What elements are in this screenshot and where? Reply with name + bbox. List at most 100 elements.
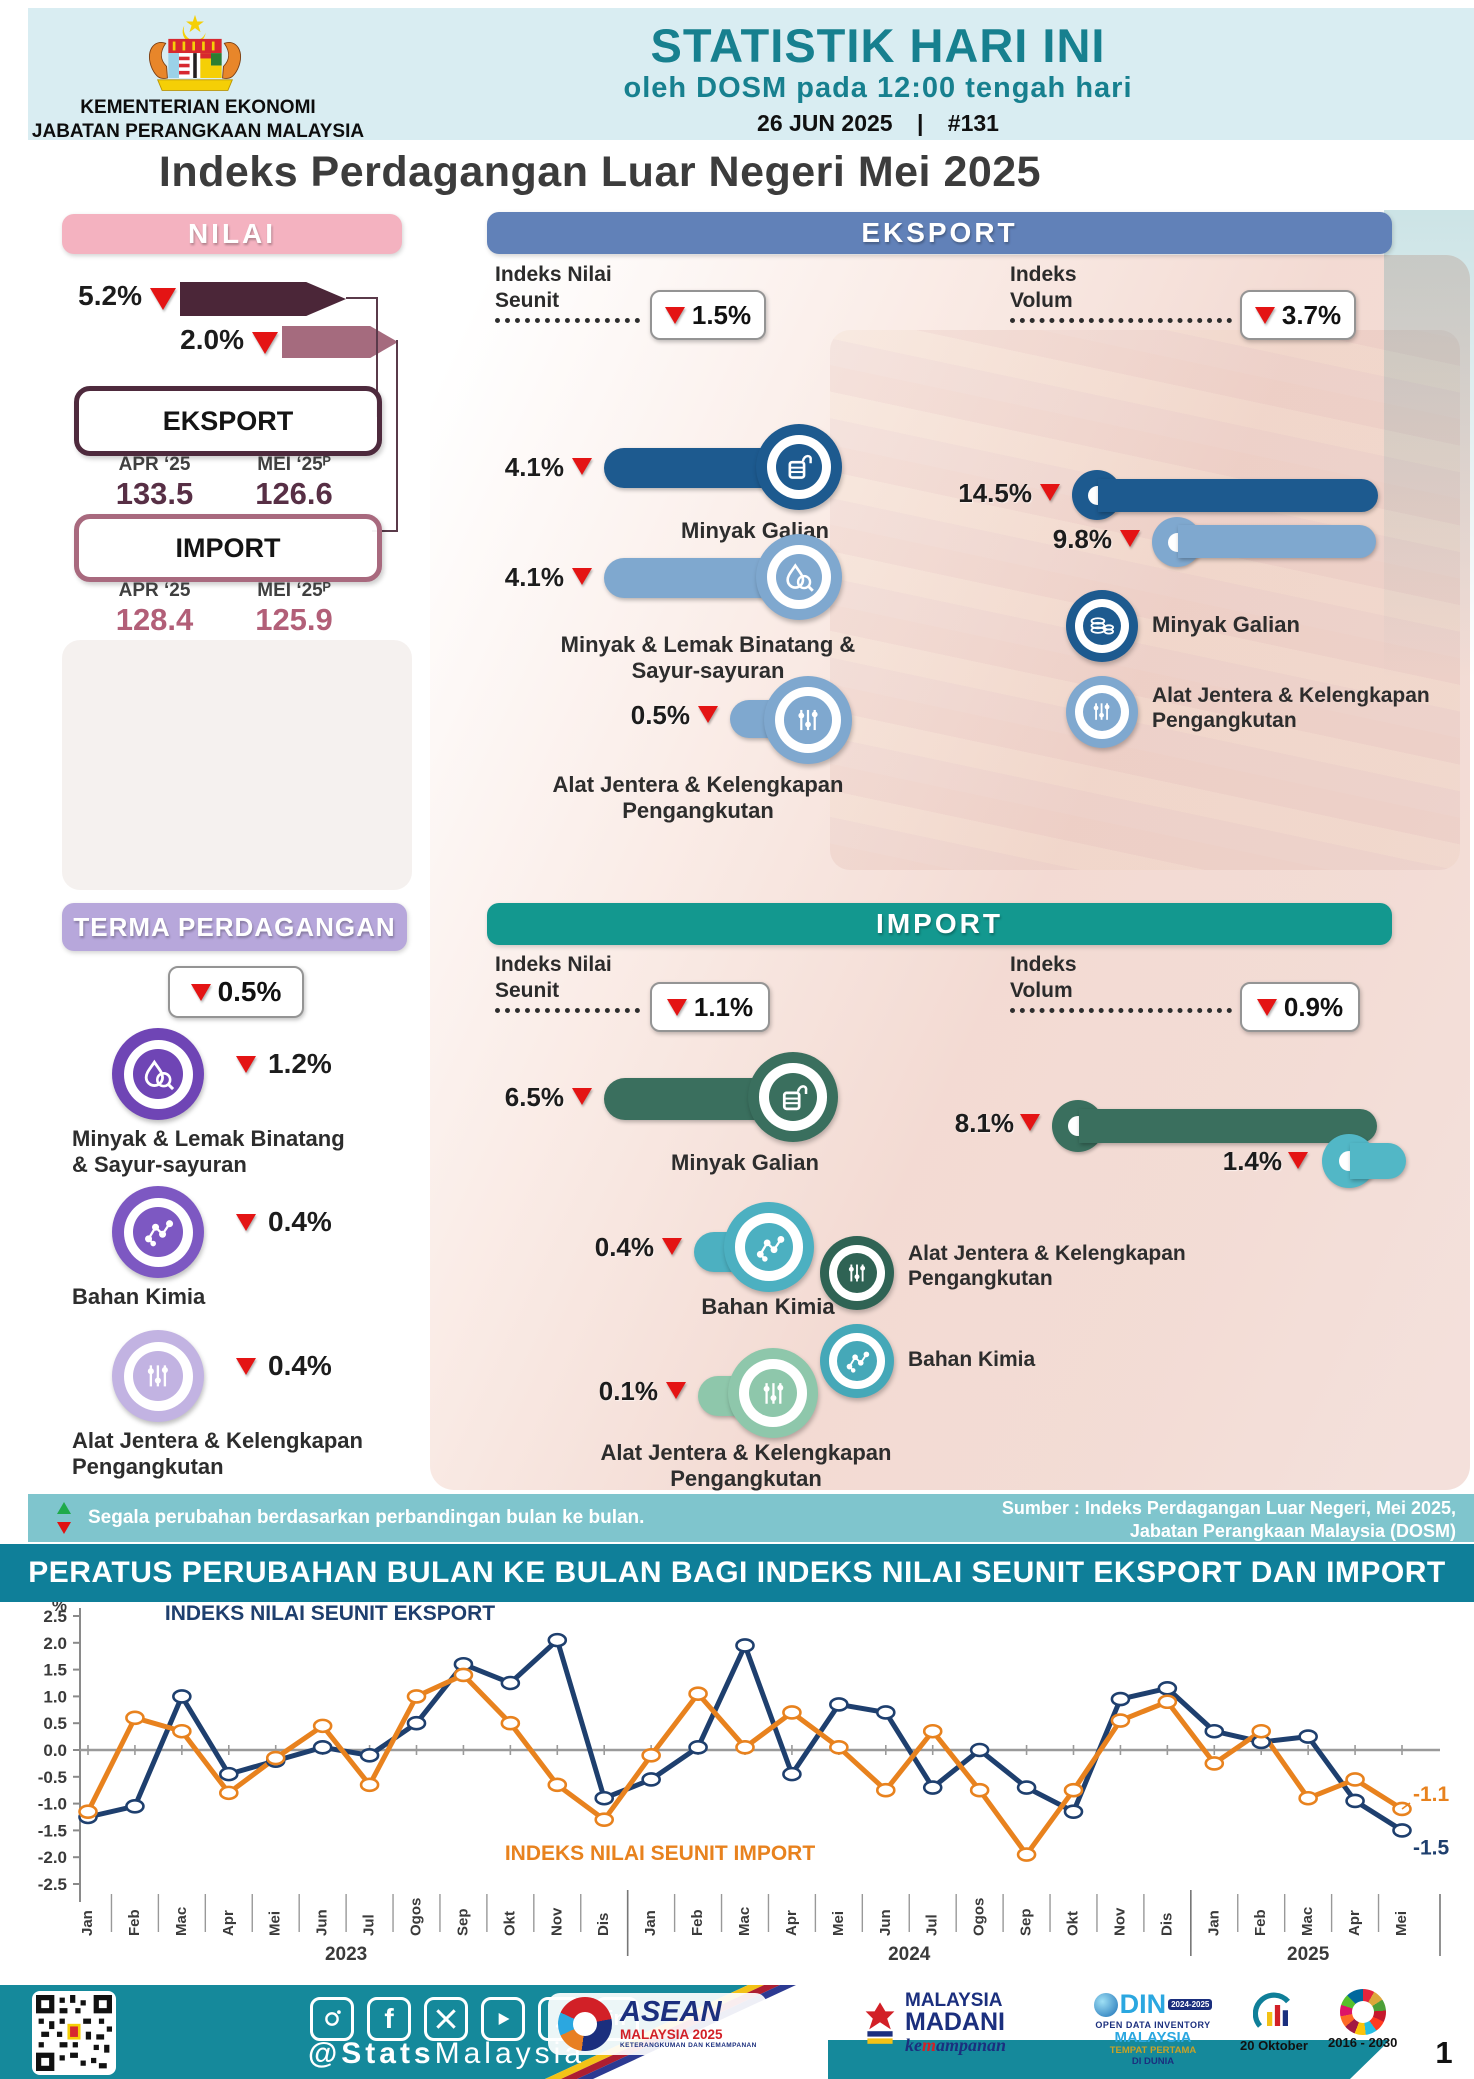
import-bar3-pct: 0.1% <box>598 1376 658 1406</box>
svg-text:Ogos: Ogos <box>407 1898 424 1936</box>
x-icon <box>424 1997 468 2041</box>
import-mei-value: 125.9 <box>255 602 333 637</box>
eksport-vol1-label: Minyak Galian <box>1152 612 1300 637</box>
down-arrow-icon <box>662 1238 682 1255</box>
madani-script-post: ampanan <box>936 2035 1007 2055</box>
svg-text:Mei: Mei <box>267 1911 284 1936</box>
svg-text:Apr: Apr <box>1346 1910 1363 1936</box>
machinery-transport-icon <box>112 1330 204 1422</box>
down-arrow-icon <box>572 458 592 475</box>
svg-text:Ogos: Ogos <box>971 1898 988 1936</box>
source-text: Sumber : Indeks Perdagangan Luar Negeri,… <box>936 1497 1456 1544</box>
eksport-bar2 <box>604 558 772 598</box>
eksport-vol1-pct: 14.5% <box>958 478 1032 508</box>
eksport-bar3-label: Alat Jentera & Kelengkapan Pengangkutan <box>552 772 844 823</box>
header-band: KEMENTERIAN EKONOMI JABATAN PERANGKAAN M… <box>28 8 1474 142</box>
madani-emblem-icon <box>865 2001 895 2044</box>
nilai-eksport-arrow-bar <box>180 282 346 316</box>
dateline-separator: | <box>916 110 924 136</box>
svg-text:1.5: 1.5 <box>43 1661 67 1680</box>
machinery-transport-icon <box>820 1236 894 1310</box>
sdg-years: 2016 - 2030 <box>1328 2035 1398 2050</box>
eksport-col-mei: MEI ‘25ᴾ <box>257 454 331 475</box>
nilai-section-header: NILAI <box>62 214 402 254</box>
svg-text:Jan: Jan <box>1205 1910 1222 1936</box>
eksport-bar1-pct: 4.1% <box>504 452 564 482</box>
qr-code <box>32 1991 116 2075</box>
svg-text:-2.5: -2.5 <box>38 1875 67 1894</box>
svg-text:-1.5: -1.5 <box>38 1821 67 1840</box>
svg-text:-1.1: -1.1 <box>1413 1783 1450 1806</box>
terma-item2-label: Bahan Kimia <box>72 1284 206 1309</box>
down-arrow-icon <box>252 332 278 354</box>
svg-text:Jun: Jun <box>877 1909 894 1936</box>
eksport-bar3-pct: 0.5% <box>630 700 690 730</box>
svg-text:-1.0: -1.0 <box>38 1795 67 1814</box>
asean-swirl-icon <box>558 1997 612 2051</box>
down-arrow-icon <box>572 568 592 585</box>
import-vol2-pct: 1.4% <box>1222 1146 1282 1176</box>
odin-line3: MALAYSIA <box>1114 2029 1192 2046</box>
svg-text:Okt: Okt <box>501 1911 518 1936</box>
eksport-mei-value: 126.6 <box>255 476 333 511</box>
madani-line2: MADANI <box>905 2008 1005 2036</box>
machinery-transport-icon <box>1066 676 1138 748</box>
svg-text:0.5: 0.5 <box>43 1714 67 1733</box>
eksport-unit-value-label: Indeks Nilai Seunit <box>495 263 612 313</box>
import-vol1-pct: 8.1% <box>954 1108 1014 1138</box>
asean-2025-logo: ASEAN MALAYSIA 2025 KETERANGKUMAN DAN KE… <box>548 1993 767 2055</box>
sdg-malaysia-logo: 2016 - 2030 <box>1328 1989 1397 2050</box>
background-ship-wash <box>62 640 412 890</box>
svg-text:Mac: Mac <box>1299 1907 1316 1936</box>
madani-script-pre: ke <box>905 2035 922 2055</box>
svg-text:Nov: Nov <box>1111 1907 1128 1936</box>
down-arrow-icon <box>1120 530 1140 547</box>
svg-text:Jan: Jan <box>642 1910 659 1936</box>
eksport-apr-value: 133.5 <box>115 476 194 511</box>
terma-overall-pct: 0.5% <box>217 976 282 1007</box>
import-volume-badge: 0.9% <box>1240 982 1360 1032</box>
connector-line <box>372 530 398 532</box>
note-band: Segala perubahan berdasarkan perbandinga… <box>28 1494 1474 1542</box>
facebook-icon: f <box>367 1997 411 2041</box>
dateline: 26 JUN 2025 | #131 <box>568 110 1188 137</box>
eksport-vol1-bar <box>1098 479 1378 512</box>
unit-value-index-line-chart: -2.5 -2.0 -1.5 -1.0 -0.5 0.0 0.5 1.0 1.5 2.0 2.5% J… <box>38 1602 1450 1965</box>
import-bar1-pct: 6.5% <box>504 1082 564 1112</box>
odin-globe-icon <box>1093 1992 1118 2017</box>
svg-text:-2.0: -2.0 <box>38 1848 67 1867</box>
svg-text:2023: 2023 <box>325 1944 367 1965</box>
import-unit-value-label: Indeks Nilai Seunit <box>495 953 612 1003</box>
dotted-leader <box>495 1008 640 1013</box>
mineral-fuel-icon <box>756 424 842 510</box>
import-apr-value: 128.4 <box>115 602 194 637</box>
nilai-import-arrow-bar <box>282 326 398 358</box>
down-arrow-icon <box>572 1088 592 1105</box>
oils-fats-icon <box>756 534 842 620</box>
dotted-leader <box>1010 1008 1232 1013</box>
svg-text:Feb: Feb <box>126 1909 143 1936</box>
social-handle: @StatsMalaysia <box>308 2037 585 2071</box>
svg-text:2.5: 2.5 <box>43 1607 67 1626</box>
up-down-change-icon <box>57 1502 71 1534</box>
terma-item1-label: Minyak & Lemak Binatang & Sayur-sayuran <box>72 1126 345 1177</box>
odin-wordmark: DIN <box>1119 1989 1167 2019</box>
svg-text:Mei: Mei <box>1393 1911 1410 1936</box>
import-bar1-label: Minyak Galian <box>671 1150 819 1175</box>
background-photo-wash <box>430 255 1470 1490</box>
mineral-fuel-icon <box>748 1052 838 1142</box>
import-vol2-label: Bahan Kimia <box>908 1348 1036 1371</box>
hsn-date: 20 Oktober <box>1240 2038 1308 2053</box>
down-arrow-icon <box>1040 484 1060 501</box>
svg-text:Jun: Jun <box>314 1909 331 1936</box>
agency-name: KEMENTERIAN EKONOMI JABATAN PERANGKAAN M… <box>28 96 368 144</box>
svg-text:Jul: Jul <box>924 1914 941 1936</box>
svg-text:Okt: Okt <box>1064 1911 1081 1936</box>
terma-overall-badge: 0.5% <box>168 966 304 1018</box>
svg-text:2024: 2024 <box>888 1944 931 1965</box>
youtube-icon <box>481 1997 525 2041</box>
down-arrow-icon <box>666 998 687 1016</box>
asean-wordmark: ASEAN <box>620 1996 722 2029</box>
madani-script: kemampanan <box>905 2035 1006 2056</box>
